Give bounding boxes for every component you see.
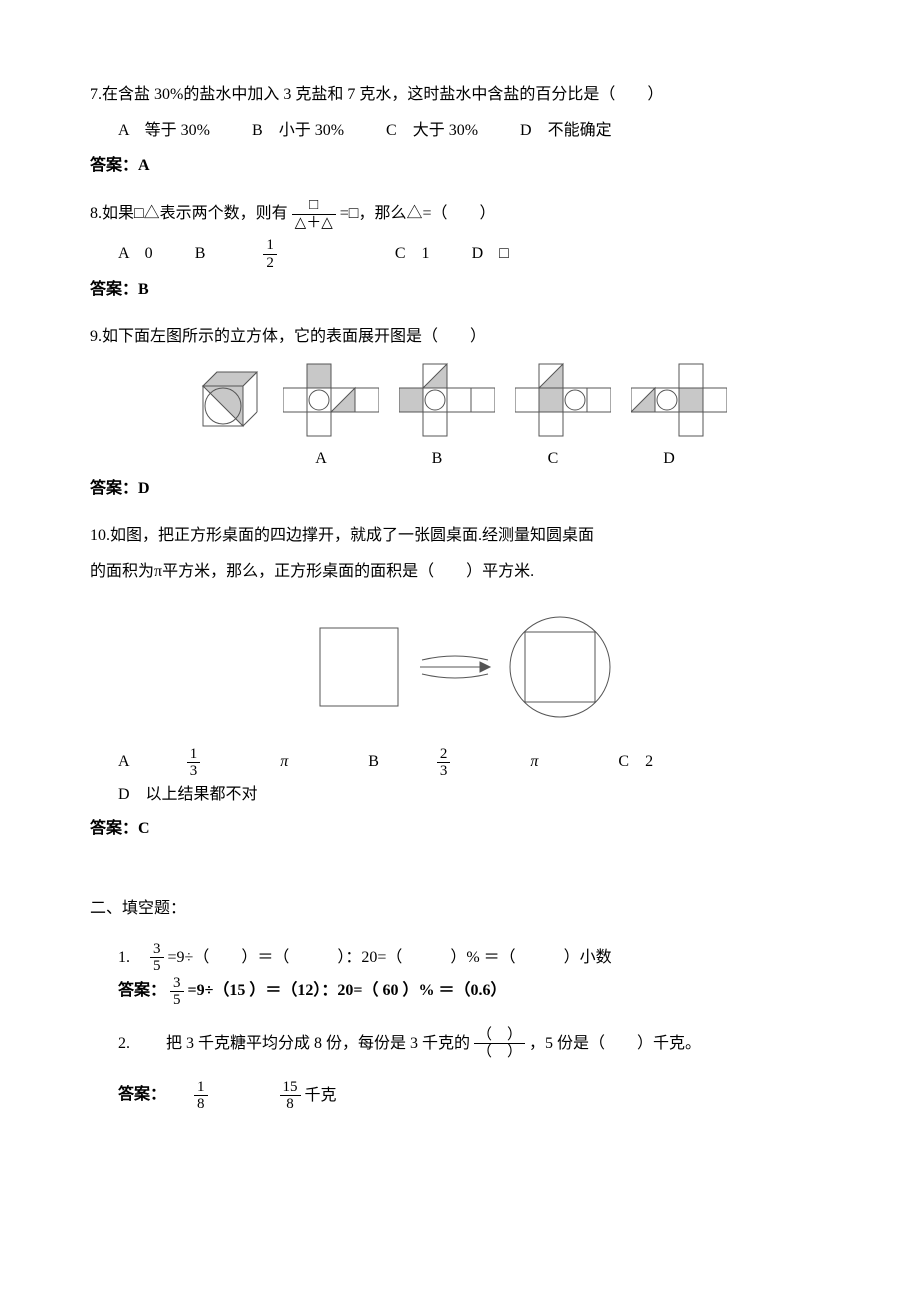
s2-a1-frac: 3 5 bbox=[170, 975, 184, 1009]
q10-a-num: 1 bbox=[187, 746, 201, 764]
q10-opt-a: A 1 3 π bbox=[118, 746, 326, 780]
q10-b-pre: B bbox=[368, 747, 395, 777]
q7-opt-a: A 等于 30% bbox=[118, 116, 210, 146]
q10-b-den: 3 bbox=[437, 763, 451, 780]
s2-a1-rest: =9÷（15 ）＝（12）：20=（ 60 ）% ＝（0.6） bbox=[188, 982, 507, 999]
q8-opt-d: D □ bbox=[472, 239, 509, 269]
q9-net-d-icon bbox=[631, 362, 727, 440]
q9-label-c: C bbox=[497, 444, 609, 474]
s2-q2: 2. 把 3 千克糖平均分成 8 份，每份是 3 千克的 （ ） （ ） ，5 … bbox=[90, 1027, 830, 1061]
q8-text: 8.如果□△表示两个数，则有 □ △＋△ =□，那么△=（ ） bbox=[90, 197, 830, 231]
q8-optb-pre: B bbox=[195, 239, 222, 269]
q9-net-a-icon bbox=[283, 362, 379, 440]
q8-fraction: □ △＋△ bbox=[292, 197, 336, 231]
q10-opt-c: C 2 bbox=[618, 747, 653, 777]
s2-q2-num: 2. bbox=[118, 1034, 162, 1051]
s2-a2: 答案： 1 8 15 8 千克 bbox=[90, 1079, 830, 1113]
q8-pre: 8.如果□△表示两个数，则有 bbox=[90, 205, 288, 222]
q10-options: A 1 3 π B 2 3 π C 2 D 以上结果都不对 bbox=[90, 746, 830, 810]
q8-opt-a: A 0 bbox=[118, 239, 153, 269]
q10-opt-b: B 2 3 π bbox=[368, 746, 576, 780]
q10-opt-d: D 以上结果都不对 bbox=[118, 780, 258, 810]
s2-a2-f1n: 1 bbox=[194, 1079, 208, 1097]
q8-post: =□，那么△=（ ） bbox=[340, 205, 496, 222]
q10-b-num: 2 bbox=[437, 746, 451, 764]
s2-q1-num: 1. bbox=[118, 948, 146, 965]
q7-text: 7.在含盐 30%的盐水中加入 3 克盐和 7 克水，这时盐水中含盐的百分比是（… bbox=[90, 80, 830, 110]
q8-options: A 0 B 1 2 C 1 D □ bbox=[90, 237, 830, 271]
s2-q1: 1. 3 5 =9÷（ ）＝（ ）：20=（ ）% ＝（ ）小数 bbox=[90, 941, 830, 975]
s2-q1-fd: 5 bbox=[150, 958, 164, 975]
q10-a-frac: 1 3 bbox=[187, 746, 239, 780]
s2-a1-fd: 5 bbox=[170, 992, 184, 1009]
q9-labels: A B C D bbox=[90, 444, 830, 474]
q7-opt-b: B 小于 30% bbox=[252, 116, 344, 146]
q9-net-c-icon bbox=[515, 362, 611, 440]
q8-frac-den: △＋△ bbox=[292, 215, 336, 232]
s2-a2-f1: 1 8 bbox=[194, 1079, 208, 1113]
s2-q2-fn: （ ） bbox=[474, 1027, 525, 1045]
q10-line2: 的面积为π平方米，那么，正方形桌面的面积是（ ）平方米. bbox=[90, 557, 830, 587]
q7-opt-c: C 大于 30% bbox=[386, 116, 478, 146]
s2-q2-fd: （ ） bbox=[474, 1044, 525, 1061]
q10-b-post: π bbox=[530, 747, 538, 777]
q10-a-den: 3 bbox=[187, 763, 201, 780]
s2-q2-post: ，5 份是（ ）千克。 bbox=[529, 1034, 701, 1051]
q7-opt-d: D 不能确定 bbox=[520, 116, 612, 146]
q8-answer: 答案：B bbox=[90, 275, 830, 305]
s2-q2-frac: （ ） （ ） bbox=[474, 1027, 525, 1061]
q9-cube-icon bbox=[193, 362, 263, 440]
s2-a2-gap bbox=[212, 1086, 276, 1103]
q7-answer: 答案：A bbox=[90, 151, 830, 181]
q9-figures bbox=[90, 362, 830, 440]
s2-q1-frac: 3 5 bbox=[150, 941, 164, 975]
q10-a-pre: A bbox=[118, 747, 145, 777]
q10-answer: 答案：C bbox=[90, 814, 830, 844]
q8-frac-num: □ bbox=[292, 197, 336, 215]
s2-q1-fn: 3 bbox=[150, 941, 164, 959]
s2-q1-rest: =9÷（ ）＝（ ）：20=（ ）% ＝（ ）小数 bbox=[168, 948, 612, 965]
q7-options: A 等于 30% B 小于 30% C 大于 30% D 不能确定 bbox=[90, 116, 830, 146]
s2-a2-f2d: 8 bbox=[280, 1096, 301, 1113]
q9-label-a: A bbox=[265, 444, 377, 474]
q8-opt-c: C 1 bbox=[395, 239, 430, 269]
s2-a2-f2: 15 8 bbox=[280, 1079, 301, 1113]
s2-a2-unit: 千克 bbox=[305, 1086, 337, 1103]
q8-optb-den: 2 bbox=[263, 255, 277, 272]
s2-a1-label: 答案： bbox=[118, 982, 166, 999]
q9-text: 9.如下面左图所示的立方体，它的表面展开图是（ ） bbox=[90, 322, 830, 352]
q9-net-b-icon bbox=[399, 362, 495, 440]
s2-q2-pre: 把 3 千克糖平均分成 8 份，每份是 3 千克的 bbox=[166, 1034, 470, 1051]
q8-opt-b: B 1 2 bbox=[195, 237, 353, 271]
q8-optb-frac: 1 2 bbox=[263, 237, 315, 271]
s2-a1: 答案： 3 5 =9÷（15 ）＝（12）：20=（ 60 ）% ＝（0.6） bbox=[90, 975, 830, 1009]
q9-answer: 答案：D bbox=[90, 474, 830, 504]
section2-title: 二、填空题： bbox=[90, 894, 830, 924]
q10-line1: 10.如图，把正方形桌面的四边撑开，就成了一张圆桌面.经测量知圆桌面 bbox=[90, 521, 830, 551]
q10-a-post: π bbox=[280, 747, 288, 777]
s2-a2-f2n: 15 bbox=[280, 1079, 301, 1097]
q9-label-d: D bbox=[613, 444, 725, 474]
q10-b-frac: 2 3 bbox=[437, 746, 489, 780]
s2-a2-f1d: 8 bbox=[194, 1096, 208, 1113]
q8-optb-num: 1 bbox=[263, 237, 277, 255]
q9-label-b: B bbox=[381, 444, 493, 474]
q10-figure bbox=[90, 612, 830, 722]
s2-a2-label: 答案： bbox=[118, 1086, 190, 1103]
s2-a1-fn: 3 bbox=[170, 975, 184, 993]
